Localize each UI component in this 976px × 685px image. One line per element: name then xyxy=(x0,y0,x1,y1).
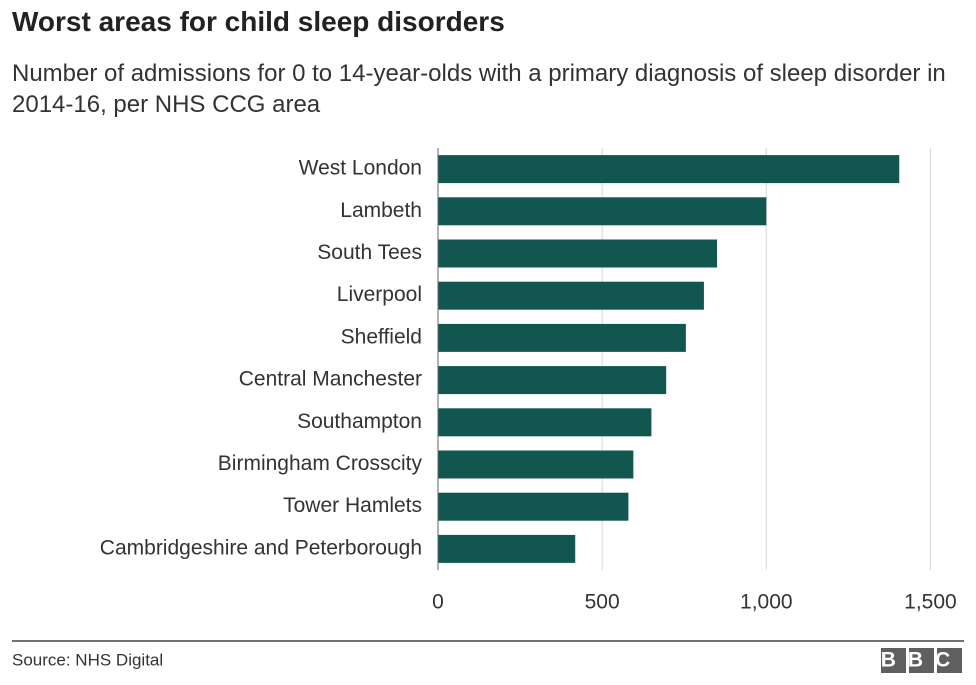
logo-box xyxy=(937,648,962,673)
bar xyxy=(438,408,652,437)
logo-text: BBC xyxy=(881,649,963,672)
bar xyxy=(438,450,634,479)
y-tick-label: Southampton xyxy=(297,410,422,433)
chart-title: Worst areas for child sleep disorders xyxy=(12,6,505,37)
y-tick-label: Liverpool xyxy=(337,283,422,306)
y-tick-label: Sheffield xyxy=(341,325,422,348)
y-tick-label: Tower Hamlets xyxy=(283,494,422,517)
x-tick-label: 1,500 xyxy=(904,591,957,614)
x-tick-label: 1,000 xyxy=(740,591,793,614)
bar xyxy=(438,197,767,226)
logo-box xyxy=(909,648,934,673)
y-tick-label: Cambridgeshire and Peterborough xyxy=(100,536,422,559)
y-tick-label: South Tees xyxy=(317,241,422,264)
bar xyxy=(438,492,629,521)
y-tick-label: Birmingham Crosscity xyxy=(218,452,423,475)
x-tick-label: 0 xyxy=(432,591,444,614)
bar xyxy=(438,239,718,268)
y-tick-label: West London xyxy=(299,157,422,180)
bar xyxy=(438,155,900,184)
y-tick-label: Lambeth xyxy=(340,199,422,222)
y-tick-label: Central Manchester xyxy=(239,368,422,391)
bar xyxy=(438,323,686,352)
logo-box xyxy=(881,648,906,673)
bar xyxy=(438,366,667,395)
bar xyxy=(438,281,704,310)
bar xyxy=(438,534,576,563)
chart-subtitle: Number of admissions for 0 to 14-year-ol… xyxy=(12,60,946,118)
source: Source: NHS Digital xyxy=(12,650,163,669)
x-tick-label: 500 xyxy=(585,591,620,614)
